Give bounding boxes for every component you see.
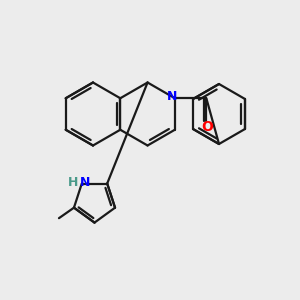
- Text: H: H: [68, 176, 79, 189]
- Text: O: O: [201, 120, 213, 134]
- Text: N: N: [80, 176, 91, 189]
- Text: N: N: [167, 90, 178, 103]
